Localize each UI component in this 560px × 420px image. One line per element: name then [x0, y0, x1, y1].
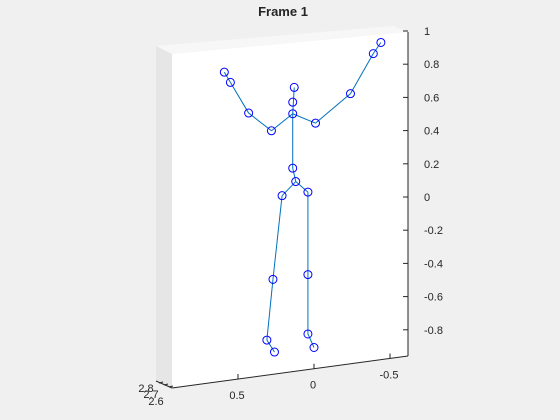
- joint-shoulder-left: [266, 126, 276, 136]
- z-tick-label: -0.2: [424, 225, 443, 237]
- joint-elbow-right: [345, 89, 355, 99]
- z-tick-label: -0.8: [424, 325, 443, 337]
- y-tick-label: 0: [310, 380, 316, 392]
- bone-spine-base-hip-left: [281, 181, 297, 197]
- bone-shoulder-left-spine-mid: [271, 113, 294, 132]
- joint-knee-left: [268, 274, 278, 284]
- bone-hand-left-wrist-left: [223, 71, 231, 83]
- x-axis: 2.82.72.6: [138, 380, 174, 408]
- bone-spine-shoulder-spine-base: [292, 168, 297, 182]
- z-tick-label: -0.4: [424, 258, 443, 270]
- bone-ankle-left-foot-left: [266, 339, 275, 353]
- y-axis: 0.5 0 -0.5: [171, 353, 409, 402]
- y-axis-line: [171, 355, 409, 389]
- joint-ankle-left: [262, 335, 272, 345]
- joint-foot-left: [269, 347, 279, 357]
- bone-elbow-right-wrist-right: [350, 53, 374, 94]
- joint-elbow-left: [244, 108, 254, 118]
- joint-spine-base: [291, 177, 301, 187]
- z-axis: 1 0.8 0.6 0.4 0.2 0 -0.2 -0.4 -0.6 -0.8: [403, 26, 443, 356]
- joint-neck: [288, 97, 298, 107]
- y-tick-label: 0.5: [229, 390, 244, 402]
- z-tick-label: -0.6: [424, 292, 443, 304]
- joint-foot-right: [309, 343, 319, 352]
- z-tick-label: 0: [424, 192, 430, 204]
- bone-hip-left-knee-left: [272, 195, 283, 280]
- x-tick-label: 2.8: [138, 383, 153, 395]
- joint-shoulder-right: [311, 118, 321, 128]
- box-top-face: [156, 26, 408, 54]
- joint-knee-right: [303, 270, 313, 280]
- bone-spine-base-hip-right: [295, 181, 309, 193]
- bone-knee-left-ankle-left: [266, 279, 274, 341]
- bone-shoulder-right-elbow-right: [315, 93, 351, 124]
- x-tick: [158, 381, 164, 384]
- z-tick-label: 0.6: [424, 92, 439, 104]
- chart-title: Frame 1: [258, 4, 308, 19]
- x-tick: [168, 385, 174, 388]
- joint-hip-left: [277, 191, 287, 201]
- z-tick-label: 0.4: [424, 126, 439, 138]
- z-tick-label: 0.8: [424, 59, 439, 71]
- joint-hand-right: [376, 37, 386, 47]
- skeleton-bones: [223, 42, 382, 353]
- joint-hip-right: [303, 187, 313, 197]
- joint-wrist-right: [368, 49, 378, 59]
- bone-wrist-left-elbow-left: [229, 82, 250, 114]
- joint-ankle-right: [303, 329, 313, 339]
- box-side-face: [156, 46, 172, 388]
- box-front-face: [172, 32, 408, 388]
- joint-hand-left: [219, 67, 229, 77]
- joint-spine-shoulder: [288, 163, 298, 173]
- bone-ankle-right-foot-right: [307, 333, 315, 348]
- axes-box: [156, 26, 408, 388]
- x-tick-label: 2.7: [143, 389, 158, 401]
- x-tick-label: 2.6: [148, 396, 163, 408]
- x-tick: [163, 383, 169, 386]
- bone-wrist-right-hand-right: [372, 42, 382, 54]
- joint-spine-mid: [288, 109, 298, 119]
- joint-head: [289, 82, 299, 92]
- z-tick-label: 1: [424, 26, 430, 38]
- y-tick-label: -0.5: [380, 369, 399, 381]
- z-tick-label: 0.2: [424, 159, 439, 171]
- skeleton-joints: [219, 37, 386, 357]
- joint-wrist-left: [225, 77, 235, 87]
- bone-elbow-left-shoulder-left: [248, 112, 272, 132]
